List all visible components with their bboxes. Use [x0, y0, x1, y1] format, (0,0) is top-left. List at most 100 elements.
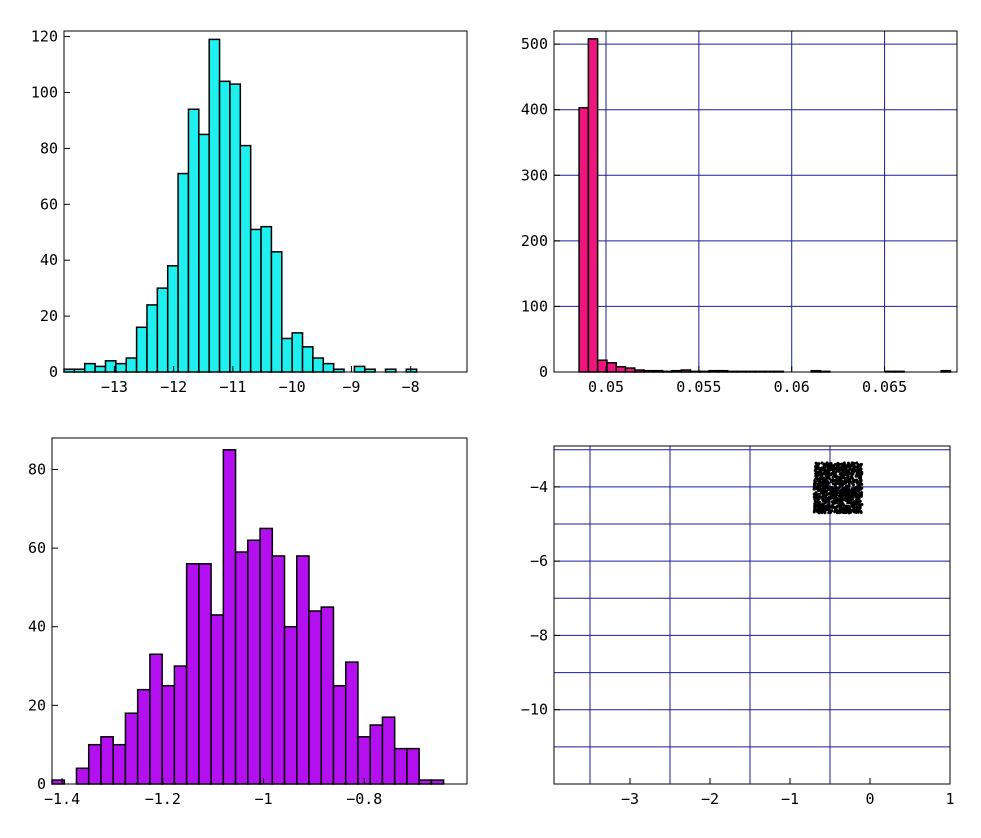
scatter-point: [851, 495, 855, 499]
histogram-bar: [259, 527, 274, 785]
scatter-point: [843, 477, 847, 481]
histogram-bar: [222, 449, 237, 785]
scatter-point: [842, 488, 846, 492]
histogram-bar: [115, 362, 127, 373]
y-tick-label: 400: [521, 101, 548, 119]
scatter-point: [855, 501, 859, 505]
plot-frame: [63, 30, 468, 373]
scatter-point: [850, 471, 854, 475]
histogram-bar: [320, 606, 335, 785]
scatter-point: [824, 486, 828, 490]
histogram-bar: [208, 38, 221, 373]
scatter-point: [847, 510, 851, 514]
scatter-point: [827, 472, 831, 476]
scatter-point: [843, 464, 847, 468]
plot-frame: [553, 445, 951, 785]
scatter-point: [859, 472, 863, 476]
scatter-point: [831, 467, 835, 471]
scatter-point: [857, 484, 861, 488]
x-tick-label: −12: [160, 378, 187, 396]
scatter-point: [829, 488, 833, 492]
histogram-bar: [135, 326, 148, 373]
y-tick-label: 40: [40, 251, 58, 269]
scatter-point: [821, 505, 825, 509]
scatter-point: [819, 471, 823, 475]
histogram-bar: [369, 724, 384, 785]
scatter-point: [815, 476, 819, 480]
histogram-bar: [124, 712, 139, 785]
y-tick-label: 0: [37, 775, 46, 793]
scatter-point: [835, 496, 839, 500]
histogram-bar: [322, 362, 335, 373]
scatter-point: [840, 498, 844, 502]
scatter-point: [830, 464, 834, 468]
scatter-point: [852, 488, 856, 492]
scatter-point: [833, 505, 837, 509]
scatter-point: [825, 505, 829, 509]
y-tick-label: 80: [28, 460, 46, 478]
scatter-point: [839, 501, 843, 505]
scatter-point: [831, 477, 835, 481]
scatter-point: [817, 511, 821, 515]
scatter-point: [823, 470, 827, 474]
scatter-point: [838, 462, 842, 466]
x-tick-label: −0.8: [346, 790, 382, 808]
scatter-point: [838, 466, 842, 470]
histogram-bar: [270, 251, 283, 373]
scatter-point: [814, 467, 818, 471]
scatter-point: [855, 481, 859, 485]
scatter-point: [822, 489, 826, 493]
scatter-point: [846, 475, 850, 479]
scatter-point: [847, 488, 851, 492]
scatter-point: [818, 480, 822, 484]
scatter-point: [824, 500, 828, 504]
y-tick-label: −10: [521, 701, 548, 719]
y-tick-label: 60: [40, 195, 58, 213]
histogram-bar: [283, 625, 298, 785]
scatter-point: [828, 485, 832, 489]
x-tick-label: 0.06: [774, 378, 810, 396]
y-tick-label: 200: [521, 232, 548, 250]
scatter-point: [848, 490, 852, 494]
y-tick-label: 40: [28, 618, 46, 636]
scatter-point: [827, 501, 831, 505]
histogram-bar: [418, 779, 433, 785]
histogram-bar: [357, 736, 371, 785]
scatter-point: [840, 490, 844, 494]
scatter-point: [835, 504, 839, 508]
scatter-point: [852, 465, 856, 469]
scatter-point: [813, 502, 817, 506]
scatter-point: [855, 509, 859, 513]
scatter-point: [847, 464, 851, 468]
scatter-point: [822, 499, 826, 503]
histogram-bar: [185, 563, 200, 785]
histogram-bar: [296, 555, 310, 785]
scatter-point: [833, 501, 837, 505]
x-tick-label: −1: [254, 790, 272, 808]
scatter-point: [860, 482, 864, 486]
scatter-point: [820, 461, 824, 465]
histogram-bar: [112, 743, 127, 785]
histogram-bar: [247, 539, 261, 785]
y-tick-label: −4: [530, 478, 548, 496]
scatter-point: [858, 486, 862, 490]
y-tick-label: 100: [521, 297, 548, 315]
scatter-point: [823, 479, 827, 483]
histogram-bar: [353, 365, 366, 373]
scatter-point: [833, 478, 837, 482]
x-tick-label: 0.065: [862, 378, 907, 396]
histogram-bar: [301, 346, 314, 373]
histogram-bar: [210, 614, 225, 785]
x-tick-label: −8: [402, 378, 420, 396]
x-tick-label: −3: [621, 790, 639, 808]
scatter-point: [837, 494, 841, 498]
scatter-point: [819, 491, 823, 495]
histogram-bar: [156, 287, 169, 373]
histogram-bar: [83, 362, 96, 373]
scatter-point: [814, 461, 818, 465]
y-tick-label: 0: [539, 363, 548, 381]
scatter-point: [852, 507, 856, 511]
scatter-point: [826, 468, 830, 472]
scatter-point: [816, 503, 820, 507]
scatter-point: [813, 505, 817, 509]
